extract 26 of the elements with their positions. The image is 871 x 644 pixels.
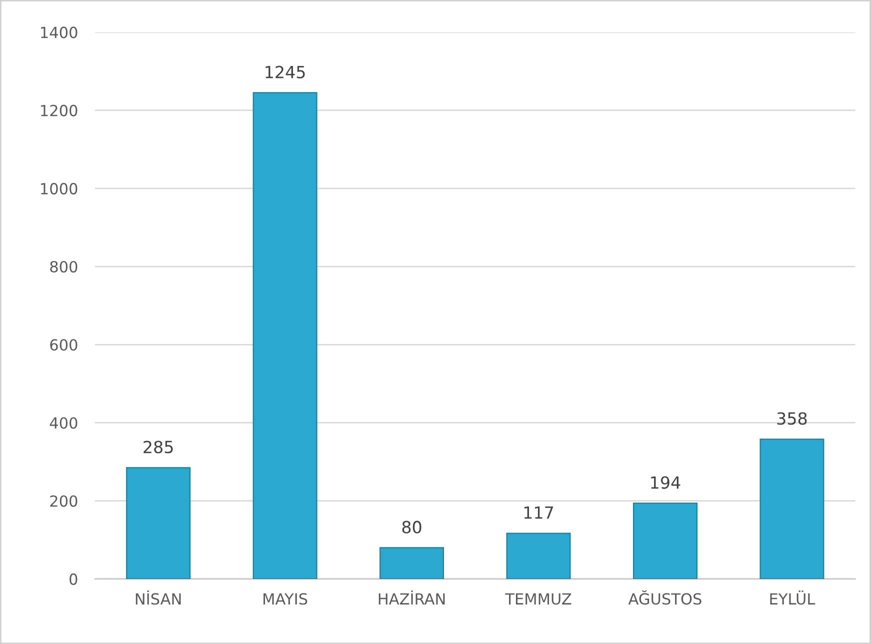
y-tick-label: 200 — [50, 495, 78, 507]
data-label: 358 — [777, 412, 807, 425]
x-tick-label: NİSAN — [136, 590, 181, 605]
bar — [380, 547, 444, 579]
data-label: 194 — [651, 476, 680, 489]
y-tick-label: 1400 — [41, 26, 78, 38]
bar — [506, 532, 571, 579]
x-tick-label: EYLÜL — [770, 590, 816, 605]
x-tick-label: HAZİRAN — [378, 590, 445, 604]
x-tick-label: MAYIS — [264, 593, 308, 605]
y-tick-label: 800 — [50, 260, 78, 273]
y-tick-label: 1000 — [41, 182, 78, 194]
x-tick-label: AĞUSTOS — [628, 590, 702, 605]
x-tick-label: TEMMUZ — [505, 593, 572, 605]
bar — [760, 438, 824, 579]
data-label: 285 — [144, 440, 173, 454]
bar — [126, 467, 191, 579]
y-tick-label: 1200 — [41, 104, 78, 116]
data-label: 117 — [524, 506, 553, 519]
data-label: 1245 — [266, 66, 305, 78]
data-label: 80 — [402, 520, 422, 534]
bar — [632, 502, 698, 579]
bar — [252, 92, 318, 579]
y-tick-label: 400 — [50, 417, 78, 429]
y-tick-label: 600 — [50, 339, 78, 351]
y-tick-label: 0 — [70, 573, 78, 585]
